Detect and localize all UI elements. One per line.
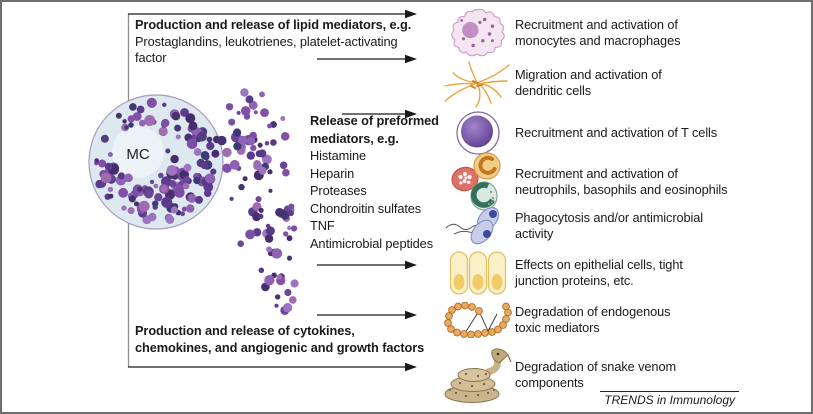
effect-row-granulocytes: Recruitment and activation of neutrophil… <box>440 152 785 212</box>
lipid-line-2: factor <box>135 50 167 65</box>
effect-label-line: Recruitment and activation of T cells <box>515 125 718 140</box>
effect-row-bacteria: Phagocytosis and/or antimicrobial activi… <box>440 202 785 250</box>
granulocytes-icon <box>450 152 501 211</box>
effect-label-line: dendritic cells <box>515 83 592 98</box>
mediator-item: Antimicrobial peptides <box>310 235 433 251</box>
effect-label-line: Effects on epithelial cells, tight <box>515 257 683 272</box>
arrow-to-snake-venom <box>128 362 417 372</box>
preformed-mediators-block: Release of preformed mediators, e.g. His… <box>310 112 460 252</box>
mediator-item: Proteases <box>310 183 367 198</box>
effect-label-line: Degradation of endogenous <box>515 304 671 319</box>
effect-label-line: toxic mediators <box>515 320 600 335</box>
macrophage-icon <box>450 8 505 57</box>
effect-row-snake: Degradation of snake venom components <box>440 346 785 404</box>
effect-label-line: Phagocytosis and/or antimicrobial <box>515 210 704 225</box>
cytokines-line-2: chemokines, and angiogenic and growth fa… <box>135 339 425 355</box>
effect-label-line: Migration and activation of <box>515 67 662 82</box>
effect-label-line: components <box>515 375 584 390</box>
mediator-item: Chondroitin sulfates <box>310 200 422 216</box>
effect-row-peptide: Degradation of endogenous toxic mediator… <box>440 300 785 340</box>
arrow-to-toxic-mediators <box>317 310 417 320</box>
cytokines-line-1: Production and release of cytokines, <box>135 323 355 338</box>
bacteria-icon <box>445 207 499 245</box>
mediator-item: Histamine <box>310 148 366 163</box>
effect-row-epithelial: Effects on epithelial cells, tight junct… <box>440 250 785 296</box>
effect-label-line: junction proteins, etc. <box>515 273 634 288</box>
snake-icon <box>444 348 512 403</box>
mc-label: MC <box>126 146 149 163</box>
lipid-line-1: Prostaglandins, leukotrienes, platelet-a… <box>135 33 398 49</box>
released-granules <box>213 88 299 315</box>
lipid-mediators-block: Production and release of lipid mediator… <box>135 17 440 67</box>
peptide-chain-icon <box>443 302 512 338</box>
mast-cell-illustration: MC <box>88 88 299 315</box>
effect-label-line: monocytes and macrophages <box>515 33 681 48</box>
granules-inside <box>94 97 220 225</box>
t-cell-icon <box>455 111 500 155</box>
epithelial-cells-icon <box>449 251 506 295</box>
effect-row-t-cells: Recruitment and activation of T cells <box>440 110 785 156</box>
mast-cell-membrane <box>88 94 224 230</box>
journal-credit: TRENDS in Immunology <box>600 391 739 407</box>
effect-label-line: Degradation of snake venom <box>515 359 677 374</box>
mc-clear-zone <box>112 126 164 178</box>
mediator-item: Heparin <box>310 165 355 181</box>
effect-label-line: Recruitment and activation of <box>515 166 678 181</box>
effect-row-dendritic: Migration and activation of dendritic ce… <box>440 56 785 110</box>
lipid-heading: Production and release of lipid mediator… <box>135 17 412 32</box>
arrow-to-epithelial <box>317 260 417 270</box>
effect-label-line: Recruitment and activation of <box>515 17 678 32</box>
effect-row-macrophages: Recruitment and activation of monocytes … <box>440 8 785 58</box>
preformed-heading-1: Release of preformed <box>310 113 439 128</box>
mediator-item: TNF <box>310 218 335 233</box>
effect-label-line: activity <box>515 226 554 241</box>
preformed-heading-2: mediators, e.g. <box>310 130 399 146</box>
cytokines-block: Production and release of cytokines, che… <box>135 323 445 356</box>
effect-label-line: neutrophils, basophils and eosinophils <box>515 182 728 197</box>
dendritic-cell-icon <box>443 61 510 108</box>
